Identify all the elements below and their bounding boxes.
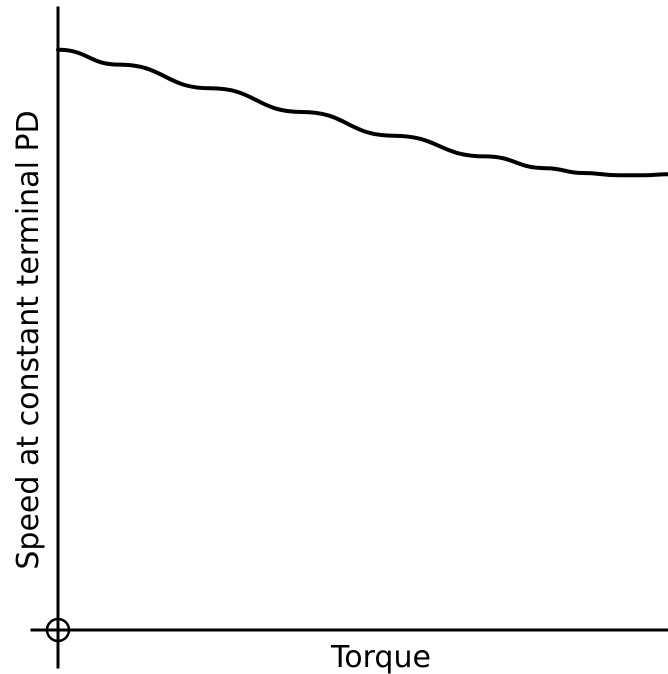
x-axis-label: Torque [330, 640, 431, 674]
series-layer [56, 47, 668, 178]
series-line-0 [56, 47, 668, 178]
origin-marker [45, 617, 71, 643]
y-axis-label: Speed at constant terminal PD [11, 110, 46, 569]
